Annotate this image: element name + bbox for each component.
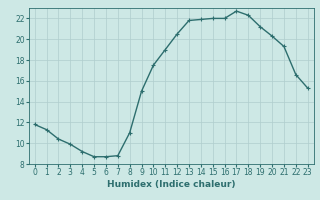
X-axis label: Humidex (Indice chaleur): Humidex (Indice chaleur) [107,180,236,189]
